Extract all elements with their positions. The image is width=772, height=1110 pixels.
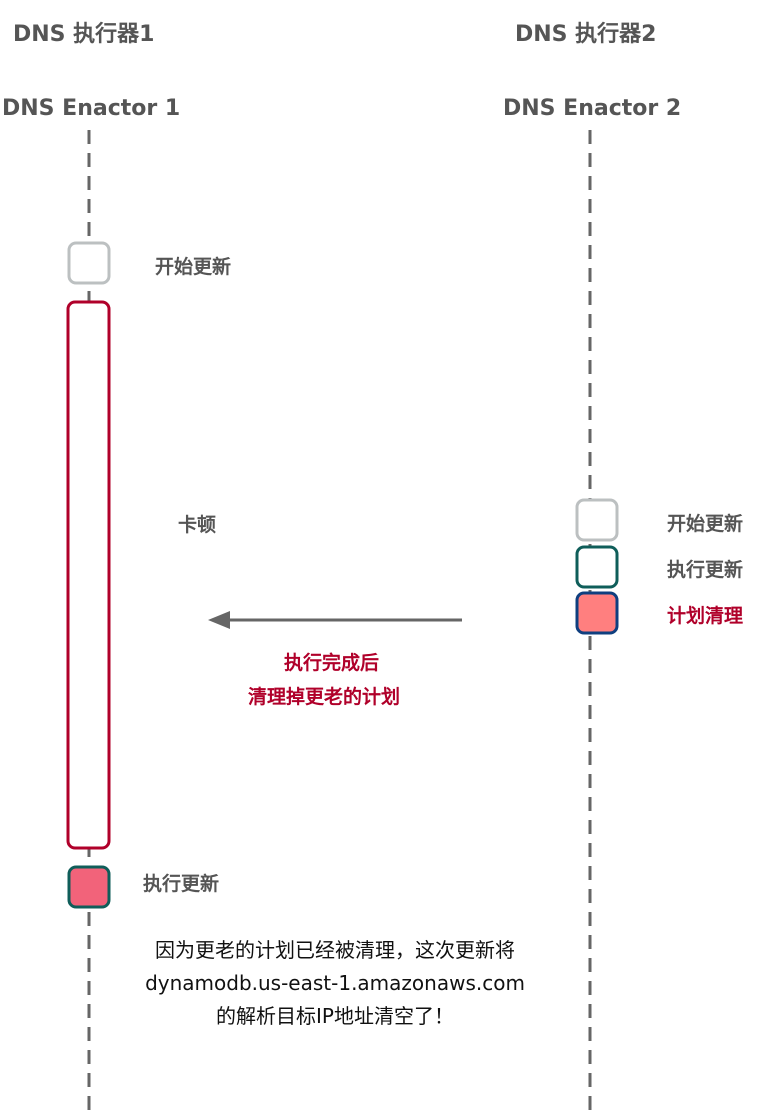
actor-1-title-cn: DNS 执行器1 bbox=[13, 22, 155, 47]
actor-2-title-cn: DNS 执行器2 bbox=[515, 22, 657, 47]
right-execute-label: 执行更新 bbox=[667, 559, 744, 581]
right-start-label: 开始更新 bbox=[667, 513, 744, 535]
outcome-note: 因为更老的计划已经被清理，这次更新将 dynamodb.us-east-1.am… bbox=[100, 934, 570, 1033]
arrow-label-line1: 执行完成后 bbox=[284, 652, 380, 674]
stall-bar bbox=[66, 300, 111, 850]
right-cleanup-box bbox=[575, 591, 619, 635]
left-start-box bbox=[67, 241, 111, 285]
left-execute-label: 执行更新 bbox=[143, 873, 220, 895]
note-line1: 因为更老的计划已经被清理，这次更新将 bbox=[155, 938, 515, 962]
right-cleanup-label: 计划清理 bbox=[667, 605, 744, 627]
cleanup-arrow-head bbox=[208, 611, 230, 629]
right-start-box bbox=[575, 498, 619, 542]
left-execute-box bbox=[67, 865, 111, 909]
right-execute-box bbox=[575, 545, 619, 589]
actor-2-title-en: DNS Enactor 2 bbox=[503, 96, 682, 121]
left-start-label: 开始更新 bbox=[155, 256, 232, 278]
actor-1-title-en: DNS Enactor 1 bbox=[2, 96, 181, 121]
arrow-label-line2: 清理掉更老的计划 bbox=[248, 686, 401, 708]
stall-label: 卡顿 bbox=[178, 514, 217, 536]
note-line2: dynamodb.us-east-1.amazonaws.com bbox=[145, 971, 525, 995]
note-line3: 的解析目标IP地址清空了！ bbox=[216, 1004, 454, 1028]
